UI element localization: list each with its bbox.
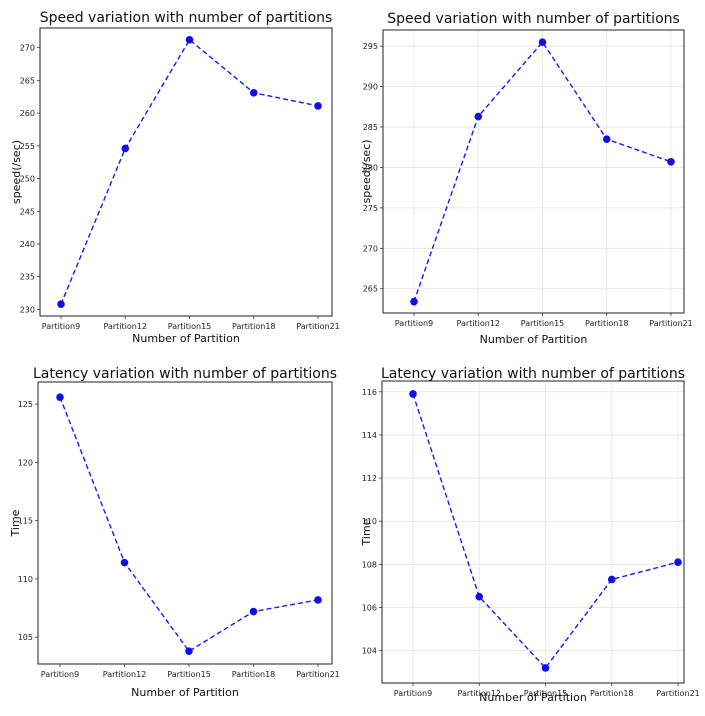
data-point <box>607 575 616 584</box>
x-tick-label: Partition12 <box>456 319 500 328</box>
x-tick-label: Partition21 <box>296 670 340 679</box>
data-point <box>185 647 193 655</box>
plot-frame <box>39 27 333 317</box>
data-point <box>57 300 65 309</box>
chart-title: Speed variation with number of partition… <box>40 10 333 26</box>
data-point <box>538 38 547 46</box>
data-point <box>602 135 611 143</box>
x-tick-label: Partition9 <box>394 689 432 698</box>
chart-title: Speed variation with number of partition… <box>387 11 680 27</box>
y-tick-label: 110 <box>362 517 377 526</box>
y-tick-label: 260 <box>20 109 35 118</box>
x-axis-label: Number of Partition <box>131 686 239 699</box>
y-tick-label: 114 <box>362 431 377 440</box>
data-point <box>674 558 682 566</box>
x-tick-label: Partition18 <box>232 322 276 331</box>
x-axis-label: Number of Partition <box>479 691 587 704</box>
y-tick-label: 108 <box>362 560 377 569</box>
y-tick-label: 265 <box>20 76 35 85</box>
y-tick-label: 104 <box>362 647 377 656</box>
x-tick-label: Partition15 <box>167 670 211 679</box>
data-point <box>474 112 483 121</box>
y-tick-label: 116 <box>362 388 377 397</box>
y-tick-label: 265 <box>363 285 378 294</box>
y-tick-label: 110 <box>18 575 33 584</box>
y-axis-label: speed(/sec) <box>10 140 23 204</box>
chart-title: Latency variation with number of partiti… <box>381 366 685 382</box>
y-tick-label: 270 <box>20 44 35 53</box>
x-tick-label: Partition12 <box>103 670 147 679</box>
data-point <box>185 35 194 44</box>
y-tick-label: 115 <box>18 517 33 526</box>
y-axis-label: speed(/sec) <box>360 139 373 203</box>
data-point <box>314 102 322 110</box>
speed-chart-left: 230 235 240 245 250 255 260 265 270 Partition9 Par… <box>10 10 340 345</box>
speed-chart-right: 265 270 275 280 285 290 295 Partition9 Partition… <box>360 11 693 346</box>
x-tick-label: Partition21 <box>649 319 693 328</box>
x-tick-label: Partition9 <box>42 322 80 331</box>
plot-frame <box>381 380 685 684</box>
y-tick-label: 270 <box>363 244 378 253</box>
x-tick-label: Partition9 <box>395 319 433 328</box>
y-tick-label: 125 <box>18 400 33 409</box>
y-tick-label: 245 <box>20 207 35 216</box>
x-axis-label: Number of Partition <box>480 333 588 346</box>
x-axis-label: Number of Partition <box>132 332 240 345</box>
data-point <box>410 297 418 306</box>
plot-frame <box>37 381 333 665</box>
x-tick-label: Partition18 <box>590 689 634 698</box>
y-tick-label: 290 <box>363 83 378 92</box>
data-point <box>121 144 130 153</box>
plot-frame <box>382 29 685 314</box>
data-point <box>56 393 64 401</box>
data-point <box>409 390 417 398</box>
y-tick-label: 105 <box>18 633 33 642</box>
y-tick-label: 250 <box>20 175 35 184</box>
data-point <box>475 592 484 601</box>
data-point <box>249 89 258 97</box>
y-tick-label: 106 <box>362 604 377 613</box>
chart-title: Latency variation with number of partiti… <box>33 366 337 382</box>
y-tick-label: 120 <box>18 458 33 467</box>
x-tick-label: Partition15 <box>168 322 212 331</box>
series-line <box>59 396 319 653</box>
x-tick-label: Partition21 <box>656 689 700 698</box>
y-tick-label: 255 <box>20 142 35 151</box>
data-point <box>249 607 258 616</box>
y-tick-label: 295 <box>363 42 378 51</box>
x-tick-label: Partition12 <box>103 322 147 331</box>
series-line <box>413 40 672 302</box>
x-tick-label: Partition18 <box>232 670 276 679</box>
data-point <box>314 596 322 604</box>
data-point <box>120 558 129 567</box>
y-tick-label: 280 <box>363 163 378 172</box>
x-tick-label: Partition18 <box>585 319 629 328</box>
y-tick-label: 112 <box>362 474 377 483</box>
x-tick-label: Partition12 <box>457 689 501 698</box>
series-line <box>412 393 679 669</box>
y-axis-label: Time <box>360 518 373 546</box>
y-tick-label: 275 <box>363 204 378 213</box>
y-tick-label: 285 <box>363 123 378 132</box>
y-tick-label: 235 <box>20 273 35 282</box>
series-line <box>60 38 319 305</box>
latency-chart-left: 105 110 115 120 125 Partition9 Partition12 Part… <box>9 366 340 699</box>
x-tick-label: Partition9 <box>41 670 79 679</box>
y-tick-label: 240 <box>20 240 35 249</box>
x-tick-label: Partition15 <box>521 319 565 328</box>
x-tick-label: Partition21 <box>296 322 340 331</box>
latency-chart-right: 104 106 108 110 112 114 116 Partition9 Partition… <box>360 366 700 704</box>
x-tick-label: Partition15 <box>524 689 568 698</box>
y-tick-label: 230 <box>20 305 35 314</box>
y-axis-label: Time <box>9 509 22 537</box>
data-point <box>541 664 550 672</box>
data-point <box>667 157 675 166</box>
